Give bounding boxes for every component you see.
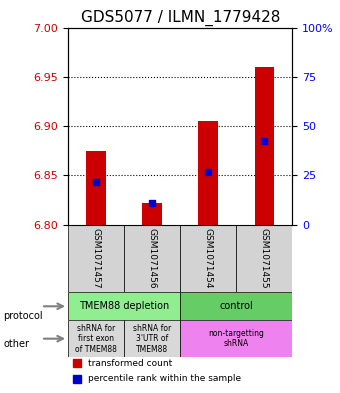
Text: TMEM88 depletion: TMEM88 depletion xyxy=(79,301,169,311)
Text: other: other xyxy=(3,339,29,349)
FancyBboxPatch shape xyxy=(124,225,180,292)
FancyBboxPatch shape xyxy=(236,225,292,292)
Bar xyxy=(199,121,218,225)
Bar xyxy=(255,67,274,225)
FancyBboxPatch shape xyxy=(124,320,180,357)
FancyBboxPatch shape xyxy=(180,225,236,292)
Text: GSM1071454: GSM1071454 xyxy=(204,228,213,289)
FancyBboxPatch shape xyxy=(68,320,124,357)
Title: GDS5077 / ILMN_1779428: GDS5077 / ILMN_1779428 xyxy=(81,10,280,26)
FancyBboxPatch shape xyxy=(68,225,124,292)
Text: transformed count: transformed count xyxy=(88,359,172,368)
FancyBboxPatch shape xyxy=(180,320,292,357)
Text: shRNA for
first exon
of TMEM88: shRNA for first exon of TMEM88 xyxy=(75,324,117,354)
FancyBboxPatch shape xyxy=(68,292,180,320)
Text: GSM1071455: GSM1071455 xyxy=(260,228,269,289)
Bar xyxy=(86,151,106,225)
Text: control: control xyxy=(219,301,253,311)
Text: percentile rank within the sample: percentile rank within the sample xyxy=(88,375,241,384)
FancyBboxPatch shape xyxy=(180,292,292,320)
Text: protocol: protocol xyxy=(3,311,43,321)
Text: shRNA for
3'UTR of
TMEM88: shRNA for 3'UTR of TMEM88 xyxy=(133,324,171,354)
Text: non-targetting
shRNA: non-targetting shRNA xyxy=(208,329,264,348)
Text: GSM1071457: GSM1071457 xyxy=(91,228,101,289)
Text: GSM1071456: GSM1071456 xyxy=(148,228,157,289)
Bar xyxy=(142,203,162,225)
